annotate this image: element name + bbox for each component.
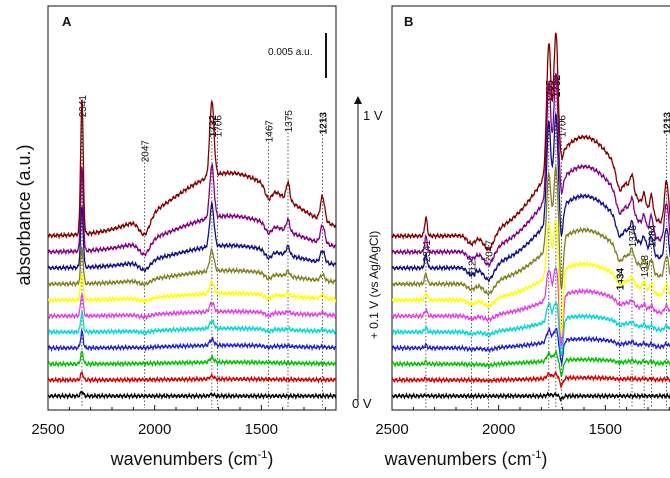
potential-axis-label: + 0.1 V (vs Ag/AgCl) — [367, 231, 381, 339]
peak-label: 2127 — [468, 255, 479, 278]
x-axis-label: wavenumbers (cm-1) — [384, 449, 548, 469]
spectrum-trace — [392, 301, 670, 356]
x-tick-label: 1500 — [245, 421, 278, 438]
spectrum-trace — [48, 99, 336, 240]
peak-label: 1213 — [663, 112, 670, 135]
spectrum-trace — [392, 164, 670, 298]
spectrum-trace — [48, 273, 336, 305]
spectrum-trace — [48, 328, 336, 353]
spectrum-trace — [392, 72, 670, 268]
peak-label: 2341 — [422, 240, 433, 263]
peak-label: 1375 — [628, 225, 639, 248]
spectrum-trace — [48, 371, 336, 384]
x-axis-label: wavenumbers (cm-1) — [110, 449, 274, 469]
potential-top-label: 1 V — [363, 108, 383, 123]
potential-arrow-head — [354, 96, 362, 104]
spectrum-trace — [48, 245, 336, 288]
spectrum-trace — [392, 391, 670, 403]
peak-label: 1284 — [647, 225, 658, 248]
spectrum-trace — [392, 113, 670, 283]
peak-label: 1375 — [284, 110, 295, 133]
plot-frame — [391, 5, 670, 411]
spectrum-trace — [48, 200, 336, 274]
peak-label: 2341 — [78, 95, 89, 118]
spectrum-trace — [392, 350, 670, 378]
peak-label: 2047 — [141, 140, 152, 163]
peak-label: 1434 — [615, 268, 626, 291]
peak-label: 1706 — [213, 115, 224, 138]
spectrum-trace — [392, 327, 670, 367]
panel-a: A 2500 2000 1500 wavenumbers (cm-1) 0.005 a.u… — [31, 5, 337, 469]
panel-label: A — [62, 14, 72, 29]
x-tick-label: 2000 — [482, 421, 515, 438]
potential-bottom-label: 0 V — [352, 396, 372, 411]
peak-label: 1213 — [319, 112, 330, 135]
scale-bar-label: 0.005 a.u. — [268, 47, 312, 58]
spectrum-trace — [48, 390, 336, 400]
spectrum-trace — [392, 371, 670, 390]
peak-label: 1706 — [557, 115, 568, 138]
x-tick-label: 1500 — [589, 421, 622, 438]
spectrum-trace — [48, 292, 336, 321]
panel-label: B — [404, 14, 413, 29]
y-axis-label: absorbance (a.u.) — [14, 144, 34, 285]
potential-indicator: 1 V 0 V + 0.1 V (vs Ag/AgCl) — [352, 96, 383, 411]
plot-frame — [47, 5, 337, 411]
panel-b: B 2500 2000 1500 wavenumbers (cm-1) 2341 2127 2… — [375, 5, 670, 469]
peak-label: 2047 — [485, 240, 496, 263]
x-tick-label: 2500 — [31, 421, 64, 438]
spectrum-trace — [48, 163, 336, 257]
spectrum-trace — [392, 32, 670, 251]
spectrum-trace — [48, 311, 336, 337]
peak-label: 1318 — [640, 255, 651, 278]
peak-label: 1467 — [264, 120, 275, 143]
spectrum-trace — [392, 267, 670, 347]
x-tick-label: 2500 — [375, 421, 408, 438]
x-tick-label: 2000 — [138, 421, 171, 438]
spectrum-trace — [48, 350, 336, 368]
spectrum-trace — [392, 218, 670, 336]
